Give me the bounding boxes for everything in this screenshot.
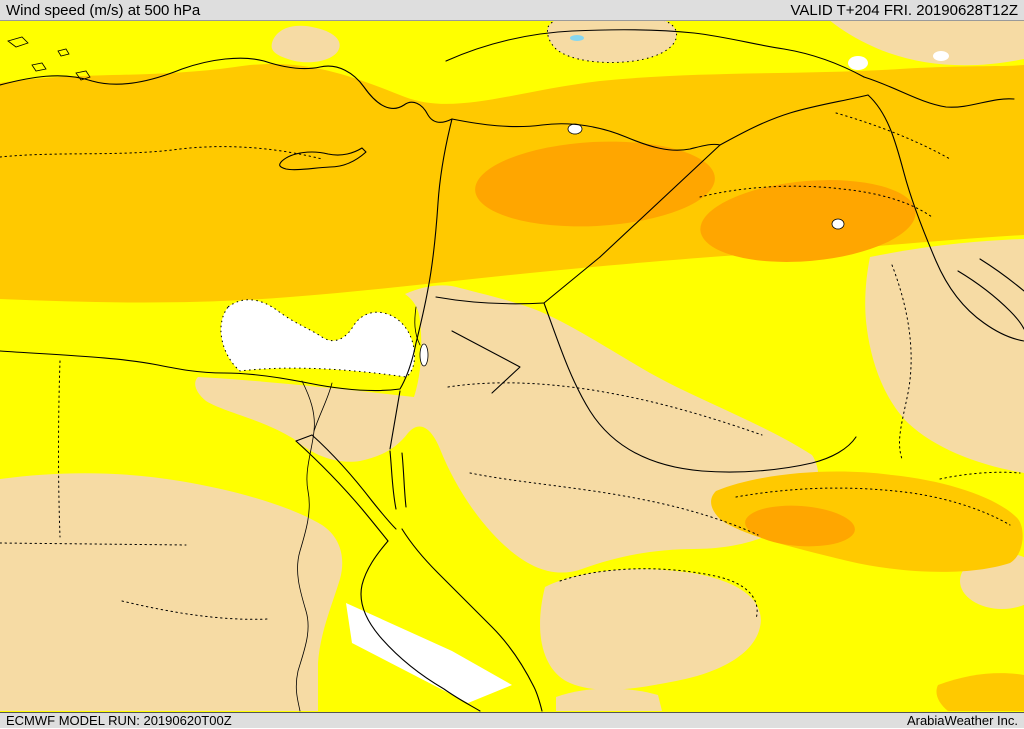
coast-black-sea: [445, 29, 865, 78]
aegean-island-3: [57, 48, 70, 57]
contour-dotted-band-west: [0, 146, 323, 160]
aegean-island-2: [31, 62, 47, 72]
lake-tharthar: [831, 218, 845, 230]
wind-band-orange-corner: [936, 673, 1024, 711]
cyprus-island: [279, 147, 367, 171]
coast-gulf-of-suez-head: [295, 434, 313, 442]
dotted-contours: [0, 112, 1021, 620]
aegean-island-1: [7, 36, 29, 48]
contour-dotted-east-2: [939, 471, 1021, 480]
border-egypt-israel: [389, 390, 401, 450]
contour-dotted-center-1: [447, 382, 763, 436]
header-bar: Wind speed (m/s) at 500 hPa VALID T+204 …: [0, 0, 1024, 21]
border-saudi-iraq: [543, 302, 857, 473]
coast-red-sea-east: [401, 528, 543, 712]
tan-low-region-center: [195, 285, 819, 573]
lake-glyph-anatolia: [570, 35, 584, 41]
contour-dotted-southwest-1: [0, 542, 187, 546]
coast-gulf-of-aqaba-east: [401, 452, 407, 508]
contour-dotted-southwest-3: [121, 600, 269, 620]
coast-gulf-of-suez-west: [295, 440, 389, 542]
brand-label: ArabiaWeather Inc.: [906, 713, 1018, 728]
contour-dotted-band-east: [699, 185, 933, 218]
weather-map-area: [0, 21, 1024, 712]
tan-low-region-east: [865, 239, 1024, 473]
map-title: Wind speed (m/s) at 500 hPa: [6, 1, 201, 19]
contour-dotted-east-1: [891, 264, 912, 460]
contour-dotted-northeast: [835, 112, 951, 160]
calm-spot-north-2: [933, 51, 949, 61]
contour-dotted-southwest-2: [58, 360, 61, 538]
border-turkey-syria-iraq: [451, 94, 869, 151]
contour-dotted-center-2: [469, 472, 759, 536]
model-run-label: ECMWF MODEL RUN: 20190620T00Z: [6, 713, 232, 728]
jordan-river: [414, 306, 421, 346]
border-jordan-syria: [435, 296, 545, 305]
tan-low-region-south-center: [540, 569, 761, 690]
tan-low-region-southwest: [0, 473, 343, 711]
border-jordan-iraq: [543, 256, 601, 304]
coast-gulf-of-suez-east: [311, 434, 397, 530]
valid-time-label: VALID T+204 FRI. 20190628T12Z: [790, 1, 1019, 19]
dead-sea: [419, 343, 429, 367]
border-syria-iraq: [599, 144, 721, 258]
coast-gulf-of-aqaba-west: [389, 450, 397, 510]
wind-speed-map: [0, 21, 1024, 712]
coast-red-sea-west: [360, 540, 481, 712]
contour-dotted-southeast: [735, 487, 1011, 526]
calm-spot-north-1: [848, 56, 868, 70]
coast-caucasus: [863, 76, 1015, 108]
wind-max-core-east: [700, 180, 916, 262]
tan-low-region-northeast-corner: [830, 21, 1024, 66]
contour-dotted-south-center: [559, 568, 758, 620]
lake-tuz: [567, 123, 583, 135]
country-borders: [389, 94, 1024, 473]
border-jordan-saudi-zigzag: [451, 330, 521, 394]
tan-low-region-south-strip: [556, 688, 662, 711]
footer-bar: ECMWF MODEL RUN: 20190620T00Z ArabiaWeat…: [0, 712, 1024, 728]
calm-region-red-sea: [346, 603, 512, 703]
tan-low-region-north-center: [547, 21, 678, 63]
coastlines: [0, 29, 1024, 712]
persian-gulf-coast-north: [979, 258, 1024, 292]
coast-turkey-levant-egypt: [0, 57, 453, 392]
aegean-island-4: [75, 70, 91, 81]
tan-low-region-anatolia-small: [271, 25, 340, 63]
calm-region-east-mediterranean: [220, 299, 415, 378]
persian-gulf-coast-south: [957, 270, 1024, 330]
nile-delta-branch: [313, 382, 333, 432]
wind-max-core-southeast: [745, 505, 855, 547]
wind-band-orange-southeast: [711, 471, 1023, 572]
border-iraq-iran: [867, 94, 1024, 342]
